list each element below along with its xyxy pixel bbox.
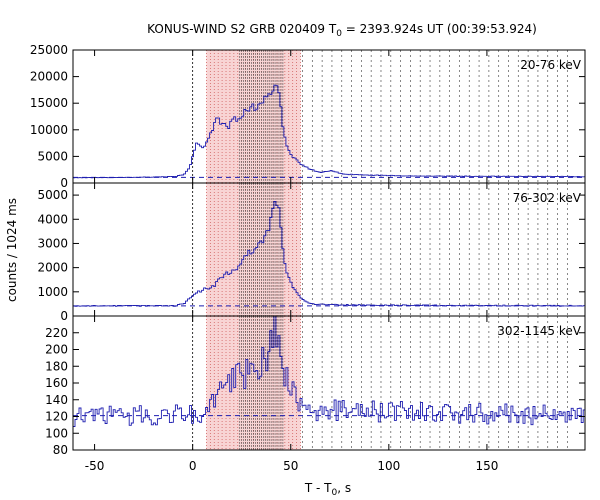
energy-band-label: 20-76 keV: [520, 58, 582, 72]
light-curve: [73, 201, 585, 307]
y-axis-label: counts / 1024 ms: [5, 198, 19, 302]
y-tick-label: 200: [45, 343, 68, 357]
chart-title: KONUS-WIND S2 GRB 020409 T0 = 2393.924s …: [147, 22, 537, 39]
x-tick-label: -50: [85, 459, 105, 473]
y-tick-label: 160: [45, 376, 68, 390]
y-tick-label: 10000: [30, 123, 68, 137]
y-tick-label: 140: [45, 393, 68, 407]
y-tick-label: 220: [45, 326, 68, 340]
y-tick-label: 5000: [37, 149, 68, 163]
x-tick-label: 100: [377, 459, 400, 473]
y-tick-label: 120: [45, 410, 68, 424]
y-tick-label: 1000: [37, 285, 68, 299]
y-tick-label: 3000: [37, 236, 68, 250]
y-tick-label: 20000: [30, 70, 68, 84]
y-tick-label: 0: [60, 176, 68, 190]
panel-2: 0 1000 2000 3000 4000 5000 76-302 keV: [37, 182, 586, 323]
light-curve: [73, 315, 585, 427]
panel-1: 0 5000 10000 15000 20000 25000 20-76 keV: [30, 43, 586, 190]
x-axis-label: T - T0, s: [304, 481, 351, 498]
x-tick-label: 0: [189, 459, 197, 473]
energy-band-label: 76-302 keV: [513, 191, 582, 205]
y-tick-label: 5000: [37, 188, 68, 202]
y-tick-label: 0: [60, 309, 68, 323]
y-tick-label: 4000: [37, 212, 68, 226]
light-curve: [73, 84, 585, 179]
y-tick-label: 100: [45, 426, 68, 440]
panel-3: 80 100 120 140 160 180 200 220 302-1145 keV: [45, 315, 586, 457]
y-tick-label: 80: [53, 443, 68, 457]
y-tick-label: 180: [45, 359, 68, 373]
y-tick-label: 25000: [30, 43, 68, 57]
x-tick-label: 50: [283, 459, 298, 473]
x-tick-label: 150: [475, 459, 498, 473]
y-tick-label: 2000: [37, 261, 68, 275]
y-tick-label: 15000: [30, 96, 68, 110]
energy-band-label: 302-1145 keV: [497, 324, 581, 338]
